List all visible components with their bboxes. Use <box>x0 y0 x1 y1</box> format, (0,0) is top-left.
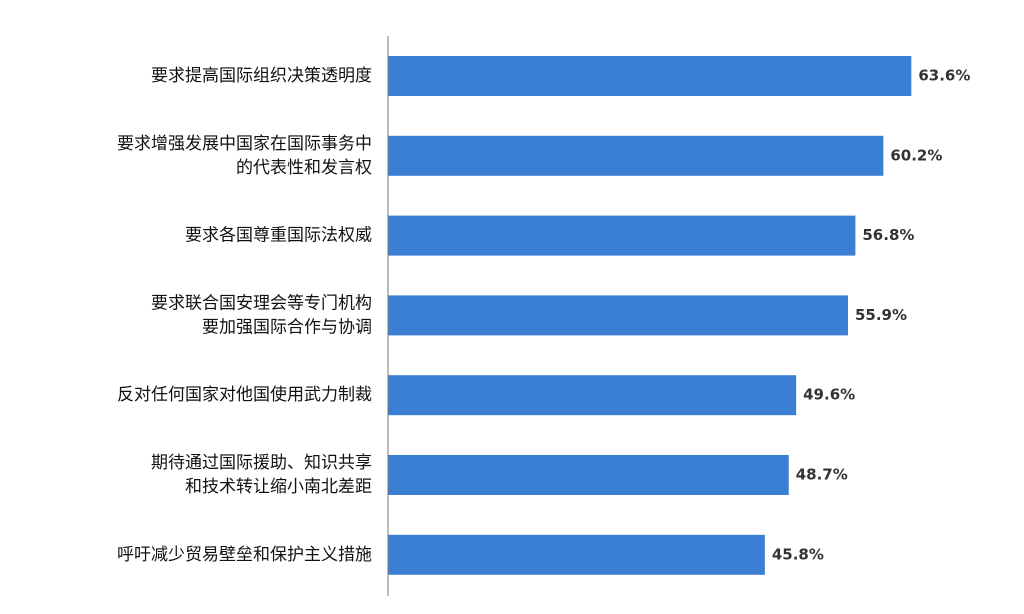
category-label: 反对任何国家对他国使用武力制裁 <box>117 384 372 405</box>
value-label: 60.2% <box>890 146 942 164</box>
bar <box>388 135 884 176</box>
bar <box>388 295 848 336</box>
category-line: 和技术转让缩小南北差距 <box>185 477 372 497</box>
category-line: 要求增强发展中国家在国际事务中 <box>117 134 372 154</box>
category-label: 期待通过国际援助、知识共享和技术转让缩小南北差距 <box>151 453 372 497</box>
value-label: 49.6% <box>803 386 855 404</box>
category-label: 要求提高国际组织决策透明度 <box>151 66 372 86</box>
category-line: 要求各国尊重国际法权威 <box>185 226 372 246</box>
category-line: 期待通过国际援助、知识共享 <box>151 453 372 473</box>
value-label: 55.9% <box>855 306 907 324</box>
bar <box>388 375 797 416</box>
bar <box>388 534 765 575</box>
value-label: 48.7% <box>796 466 848 484</box>
category-line: 要求提高国际组织决策透明度 <box>151 66 372 86</box>
value-label: 63.6% <box>918 67 970 85</box>
category-line: 呼吁减少贸易壁垒和保护主义措施 <box>117 545 372 565</box>
bar <box>388 455 789 495</box>
category-label: 要求增强发展中国家在国际事务中的代表性和发言权 <box>117 134 372 178</box>
category-line: 要求联合国安理会等专门机构 <box>151 293 372 313</box>
value-label: 45.8% <box>772 545 824 563</box>
category-label: 要求各国尊重国际法权威 <box>185 226 372 246</box>
category-label: 要求联合国安理会等专门机构要加强国际合作与协调 <box>151 293 372 337</box>
category-line: 的代表性和发言权 <box>236 158 372 178</box>
bar <box>388 215 856 256</box>
category-line: 要加强国际合作与协调 <box>202 317 372 337</box>
category-label: 呼吁减少贸易壁垒和保护主义措施 <box>117 545 372 565</box>
bar <box>388 56 912 96</box>
category-line: 反对任何国家对他国使用武力制裁 <box>117 384 372 405</box>
value-label: 56.8% <box>862 226 914 244</box>
